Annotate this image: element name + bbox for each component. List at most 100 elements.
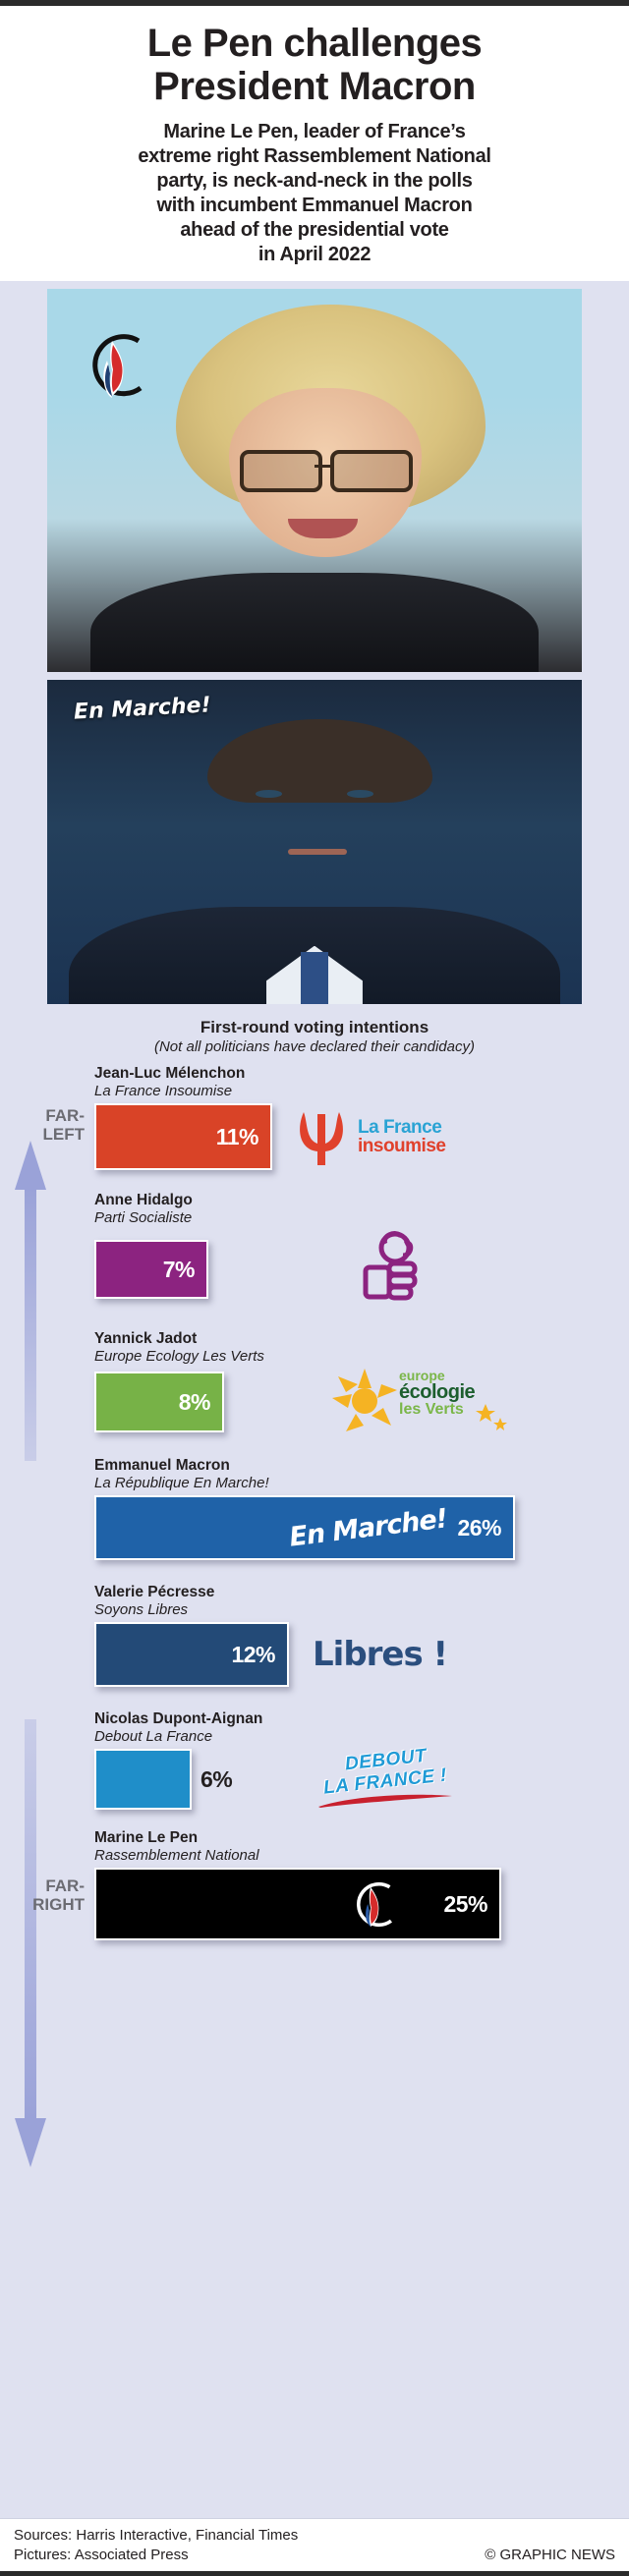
- sources-text: Sources: Harris Interactive, Financial T…: [14, 2527, 299, 2544]
- macron-photo: En Marche!: [47, 680, 582, 1004]
- top-rule: [0, 0, 629, 6]
- parti-socialiste-logo: [356, 1230, 427, 1309]
- candidate-name: Valerie Pécresse: [94, 1584, 215, 1600]
- lfi-text-2: insoumise: [358, 1136, 446, 1156]
- rassemblement-national-flame-icon: [91, 334, 143, 399]
- candidate-name: Jean-Luc Mélenchon: [94, 1065, 246, 1082]
- bar-macron[interactable]: En Marche! 26%: [94, 1495, 515, 1560]
- bar-row: En Marche! 26%: [94, 1495, 619, 1560]
- libres-logo: Libres !: [313, 1635, 448, 1674]
- header-block: Le Pen challenges President Macron Marin…: [0, 6, 629, 281]
- lepen-glasses-bridge: [314, 465, 331, 469]
- footer-line-sources: Sources: Harris Interactive, Financial T…: [14, 2526, 615, 2546]
- candidate-row-macron: Emmanuel Macron La République En Marche!…: [0, 1457, 619, 1560]
- far-right-label-line1: FAR-: [45, 1876, 85, 1895]
- bar-value-label: 7%: [162, 1256, 196, 1282]
- copyright-text: © GRAPHIC NEWS: [485, 2547, 615, 2563]
- candidate-party: Parti Socialiste: [94, 1209, 193, 1226]
- subtitle-line-1: Marine Le Pen, leader of France’s: [163, 121, 466, 142]
- libres-wordmark: Libres !: [313, 1635, 448, 1674]
- bar-row: 6% DEBOUT LA FRANCE !: [94, 1746, 619, 1810]
- voting-intentions-chart: Jean-Luc Mélenchon La France Insoumise F…: [0, 1055, 629, 2167]
- far-right-arrow-icon: [15, 1719, 46, 2167]
- la-france-insoumise-logo: La France insoumise: [296, 1104, 446, 1169]
- en-marche-wordmark: En Marche!: [287, 1502, 449, 1553]
- lepen-mouth: [287, 519, 358, 538]
- candidate-row-lepen: Marine Le Pen Rassemblement National FAR…: [0, 1829, 619, 1940]
- bar-dupont-aignan[interactable]: [94, 1749, 192, 1810]
- macron-hair: [207, 718, 432, 804]
- bar-jadot[interactable]: 8%: [94, 1372, 224, 1432]
- lepen-glasses-left: [239, 449, 322, 492]
- candidate-row-hidalgo: Anne Hidalgo Parti Socialiste 7%: [0, 1192, 619, 1309]
- subtitle-line-5: ahead of the presidential vote: [180, 219, 449, 241]
- pictures-text: Pictures: Associated Press: [14, 2547, 189, 2563]
- rose-fist-icon: [363, 1231, 418, 1301]
- debout-la-france-logo: DEBOUT LA FRANCE !: [316, 1746, 454, 1809]
- dlf-swoosh-icon: [318, 1794, 453, 1808]
- chart-header: First-round voting intentions (Not all p…: [0, 1018, 629, 1055]
- subtitle: Marine Le Pen, leader of France’s extrem…: [18, 120, 611, 267]
- candidate-row-dupont-aignan: Nicolas Dupont-Aignan Debout La France 6…: [0, 1710, 619, 1810]
- title-line-2: President Macron: [153, 65, 476, 108]
- bar-hidalgo[interactable]: 7%: [94, 1240, 208, 1299]
- far-left-label-line1: FAR-: [45, 1106, 85, 1125]
- eelv-logo: europe écologie les Verts: [332, 1369, 508, 1435]
- sunflower-icon: [332, 1369, 397, 1431]
- far-left-arrow-icon: [15, 1141, 46, 1461]
- candidate-row-pecresse: Valerie Pécresse Soyons Libres 12% Libre…: [0, 1584, 619, 1687]
- lfi-text-1: La France: [358, 1117, 442, 1138]
- bar-value-label: 26%: [457, 1514, 501, 1540]
- bar-value-label: 11%: [215, 1123, 259, 1149]
- bar-pecresse[interactable]: 12%: [94, 1622, 289, 1687]
- footer-line-pictures: Pictures: Associated Press © GRAPHIC NEW…: [14, 2546, 615, 2565]
- candidate-name: Nicolas Dupont-Aignan: [94, 1710, 263, 1727]
- bar-value-label: 6%: [200, 1765, 233, 1792]
- bar-lepen[interactable]: 25%: [94, 1868, 501, 1940]
- lepen-glasses-right: [330, 449, 414, 492]
- stars-icon: [476, 1404, 508, 1430]
- candidate-party: La France Insoumise: [94, 1083, 233, 1099]
- chart-title: First-round voting intentions: [200, 1018, 429, 1036]
- macron-eye-left: [256, 790, 283, 799]
- page-title: Le Pen challenges President Macron: [18, 22, 611, 108]
- candidate-row-jadot: Yannick Jadot Europe Ecology Les Verts 8…: [0, 1330, 619, 1435]
- phi-icon: [300, 1112, 343, 1165]
- bottom-rule: [0, 2571, 629, 2576]
- macron-mouth: [287, 848, 347, 856]
- candidate-name: Anne Hidalgo: [94, 1192, 193, 1208]
- far-left-label-line2: LEFT: [42, 1125, 86, 1144]
- bar-row: 12% Libres !: [94, 1622, 619, 1687]
- macron-eye-right: [346, 790, 373, 799]
- footer: Sources: Harris Interactive, Financial T…: [0, 2518, 629, 2571]
- eelv-text-1: europe: [399, 1368, 445, 1383]
- bar-row: 25%: [94, 1868, 619, 1940]
- bar-melenchon[interactable]: 11%: [94, 1103, 272, 1170]
- candidate-name: Emmanuel Macron: [94, 1457, 230, 1474]
- title-line-1: Le Pen challenges: [146, 22, 483, 65]
- subtitle-line-3: party, is neck-and-neck in the polls: [156, 170, 473, 192]
- candidate-party: La République En Marche!: [94, 1475, 269, 1491]
- subtitle-line-4: with incumbent Emmanuel Macron: [156, 195, 473, 216]
- far-left-label: FAR- LEFT: [0, 1106, 90, 1144]
- candidate-party: Soyons Libres: [94, 1601, 189, 1618]
- candidate-party: Europe Ecology Les Verts: [94, 1348, 264, 1365]
- chart-note: (Not all politicians have declared their…: [153, 1038, 475, 1055]
- far-right-label: FAR- RIGHT: [0, 1876, 90, 1914]
- subtitle-line-2: extreme right Rassemblement National: [138, 145, 491, 167]
- lepen-jacket: [89, 572, 540, 672]
- macron-face: [224, 745, 411, 891]
- candidate-party: Rassemblement National: [94, 1847, 259, 1864]
- eelv-text-3: les Verts: [399, 1401, 464, 1418]
- photo-section: En Marche!: [0, 289, 629, 1004]
- candidate-name: Marine Le Pen: [94, 1829, 199, 1846]
- bar-value-label: 25%: [443, 1890, 487, 1917]
- candidate-row-melenchon: Jean-Luc Mélenchon La France Insoumise F…: [0, 1065, 619, 1170]
- far-right-label-line2: RIGHT: [32, 1895, 85, 1914]
- en-marche-photo-badge: En Marche!: [73, 692, 212, 725]
- subtitle-line-6: in April 2022: [257, 244, 372, 265]
- bar-row: 7%: [94, 1230, 619, 1309]
- lepen-photo: [47, 289, 582, 672]
- candidate-party: Debout La France: [94, 1728, 213, 1745]
